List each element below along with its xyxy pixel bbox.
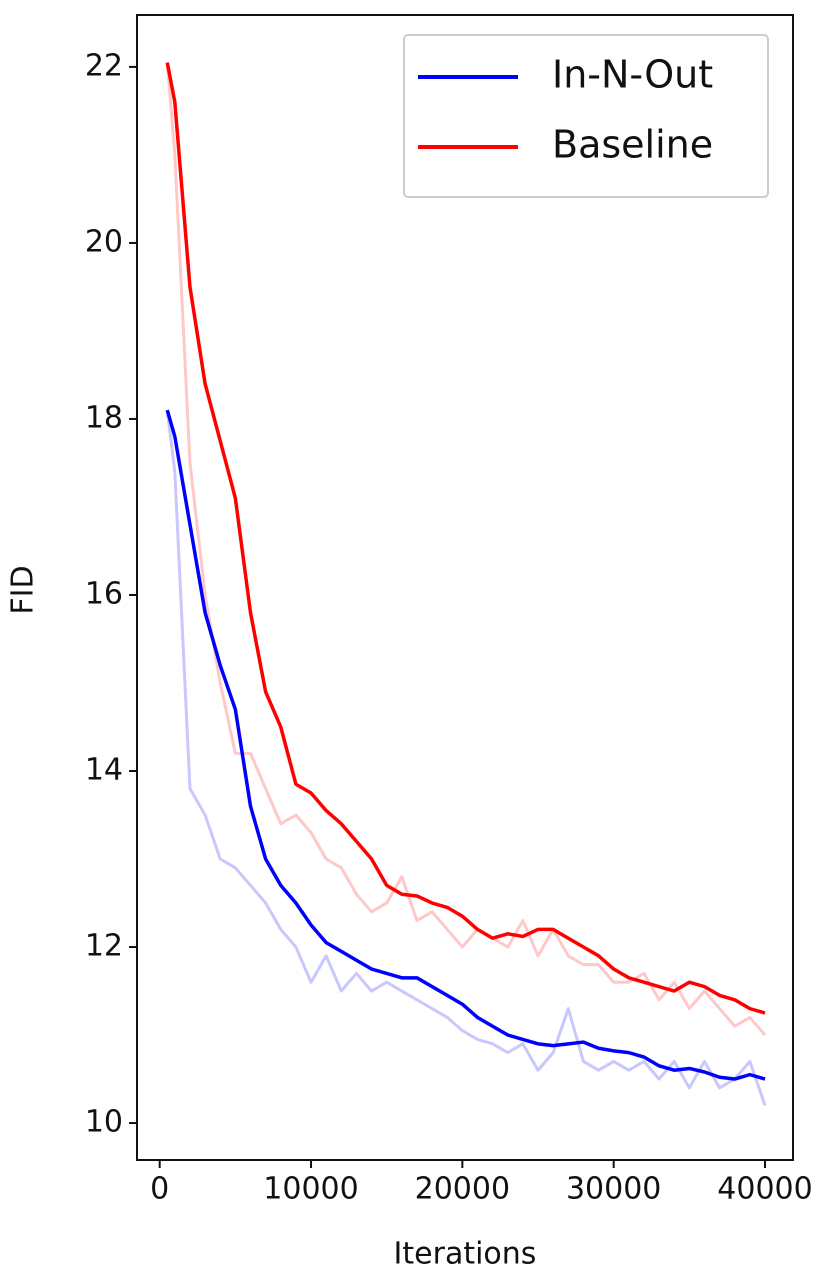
- series-line: [165, 409, 766, 1081]
- y-tick-label: 20: [85, 224, 123, 259]
- x-tick-label: 20000: [415, 1172, 510, 1207]
- legend-label: Baseline: [552, 123, 713, 167]
- y-tick-label: 10: [85, 1105, 123, 1140]
- x-tick-label: 10000: [263, 1172, 358, 1207]
- plot-frame: [136, 14, 794, 1161]
- legend: In-N-Out Baseline: [403, 34, 769, 198]
- series-line: [165, 409, 767, 1106]
- series-line: [165, 62, 767, 1037]
- series-line: [165, 62, 766, 1015]
- x-tick-label: 30000: [566, 1172, 661, 1207]
- y-tick-label: 22: [85, 48, 123, 83]
- y-tick-label: 16: [85, 576, 123, 611]
- x-tick-label: 40000: [717, 1172, 812, 1207]
- y-axis-label: FID: [6, 565, 41, 614]
- legend-label: In-N-Out: [552, 53, 713, 97]
- y-tick-label: 12: [85, 929, 123, 964]
- y-tick-label: 18: [85, 400, 123, 435]
- x-tick-label: 0: [150, 1172, 169, 1207]
- x-axis-label: Iterations: [394, 1237, 537, 1272]
- y-tick-label: 14: [85, 752, 123, 787]
